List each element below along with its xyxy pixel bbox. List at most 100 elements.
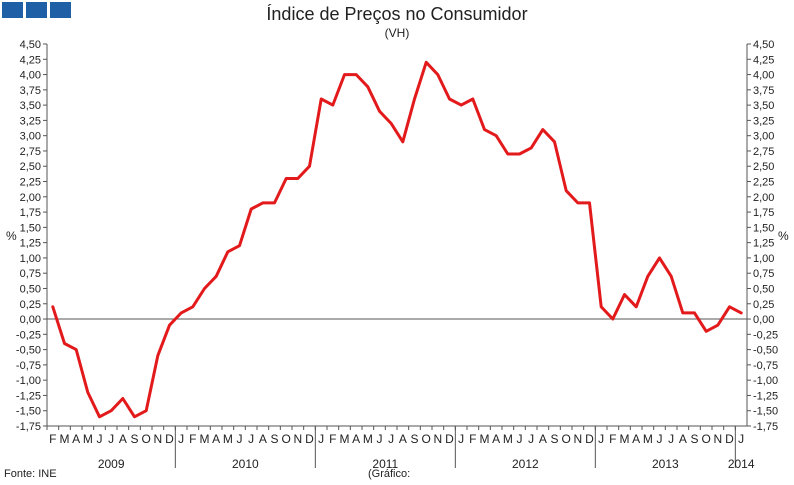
y-tick-label-left: 4,50: [20, 39, 41, 51]
data-point: [109, 409, 113, 412]
y-tick-label-right: 2,25: [753, 177, 774, 189]
data-point: [553, 140, 556, 143]
month-tick-label: M: [60, 432, 70, 446]
month-tick-label: S: [550, 432, 558, 446]
y-tick-label-right: 1,25: [753, 238, 774, 250]
month-tick-label: A: [399, 432, 407, 446]
data-point: [156, 354, 160, 357]
data-point: [86, 391, 90, 394]
y-tick-label-left: -1,50: [16, 406, 41, 418]
data-point: [226, 250, 230, 254]
y-tick-label-right: -0,75: [753, 360, 778, 372]
data-point: [588, 201, 591, 205]
y-tick-label-right: 0,00: [753, 314, 774, 326]
left-y-tick-labels: 4,50 4,25 4,00 3,75 3,50 3,25 3,00 2,75 2,50 2,25…: [16, 39, 41, 433]
month-tick-label: F: [49, 432, 56, 446]
data-point: [413, 97, 416, 101]
year-tick-labels: 2009 2010 2011 2012 2013 2014: [98, 457, 755, 471]
y-tick-label-right: 2,75: [753, 146, 774, 158]
data-point: [471, 97, 475, 101]
y-tick-label-right: -1,25: [753, 390, 778, 402]
month-tick-label: J: [517, 432, 523, 446]
y-tick-label-right: 3,00: [753, 131, 774, 143]
month-tick-label: J: [388, 432, 394, 446]
data-point: [728, 305, 731, 309]
data-point: [459, 103, 463, 107]
series-line: [51, 60, 743, 419]
data-point: [669, 275, 673, 278]
month-tick-label: A: [259, 432, 267, 446]
month-tick-label: J: [458, 432, 464, 446]
y-tick-label-right: 3,25: [753, 115, 774, 127]
y-tick-label-left: -1,75: [16, 421, 41, 433]
y-tick-label-left: 0,00: [20, 314, 41, 326]
source-label: Fonte: INE: [4, 468, 57, 480]
month-tick-label: J: [598, 432, 604, 446]
y-tick-label-right: 4,00: [753, 70, 774, 82]
data-point: [179, 311, 183, 315]
y-tick-label-right: 0,50: [753, 283, 774, 295]
y-tick-label-right: 1,00: [753, 253, 774, 265]
data-point: [133, 415, 136, 419]
month-tick-label: J: [248, 432, 254, 446]
data-point: [529, 146, 533, 150]
month-tick-label: A: [119, 432, 127, 446]
data-point: [518, 152, 521, 156]
month-tick-label: O: [421, 432, 430, 446]
logo-block: [2, 2, 23, 18]
y-tick-label-left: -0,25: [16, 329, 41, 341]
month-tick-label: D: [725, 432, 734, 446]
month-tick-label: O: [141, 432, 150, 446]
month-tick-label: M: [200, 432, 210, 446]
month-tick-label: A: [539, 432, 547, 446]
month-tick-label: D: [165, 432, 174, 446]
data-point: [63, 342, 66, 345]
month-tick-label: A: [632, 432, 640, 446]
y-tick-label-left: 4,25: [20, 54, 41, 66]
data-point: [716, 323, 720, 327]
data-point: [144, 409, 148, 412]
month-tick-label: F: [189, 432, 196, 446]
logo-block: [26, 2, 47, 18]
data-point: [273, 201, 276, 205]
data-point: [693, 311, 696, 315]
data-point: [121, 397, 125, 400]
y-tick-label-right: 1,50: [753, 222, 774, 234]
month-tick-label: J: [178, 432, 184, 446]
month-tick-label: D: [305, 432, 314, 446]
y-tick-label-left: 0,50: [20, 283, 41, 295]
month-tick-label: J: [97, 432, 103, 446]
y-tick-label-right: 3,75: [753, 85, 774, 97]
data-point: [51, 305, 55, 309]
data-point: [98, 415, 101, 419]
data-point: [203, 287, 206, 290]
data-point: [401, 140, 405, 143]
month-tick-label: J: [318, 432, 324, 446]
month-tick-label: M: [620, 432, 630, 446]
y-tick-label-left: 0,75: [20, 268, 41, 280]
month-tick-label: D: [585, 432, 594, 446]
y-tick-label-right: -0,25: [753, 329, 778, 341]
year-tick-label: 2009: [98, 457, 125, 471]
data-point: [214, 275, 218, 278]
y-tick-label-left: 2,00: [20, 192, 41, 204]
data-point: [681, 311, 685, 315]
chart-title: Índice de Preços no Consumidor: [266, 4, 528, 24]
y-tick-label-left: 3,75: [20, 85, 41, 97]
month-tick-label: A: [212, 432, 220, 446]
note-label: (Gráfico:: [368, 468, 411, 480]
data-point: [261, 201, 265, 205]
y-tick-label-left: -0,75: [16, 360, 41, 372]
month-tick-label: J: [668, 432, 674, 446]
data-point: [308, 165, 311, 168]
month-tick-label: A: [492, 432, 500, 446]
y-tick-label-right: 1,75: [753, 207, 774, 219]
data-point: [343, 73, 346, 76]
month-tick-label: J: [377, 432, 383, 446]
month-tick-label: S: [690, 432, 698, 446]
data-point: [331, 103, 335, 107]
month-tick-label: S: [270, 432, 278, 446]
y-tick-label-right: -1,00: [753, 375, 778, 387]
y-tick-label-right: 2,00: [753, 192, 774, 204]
